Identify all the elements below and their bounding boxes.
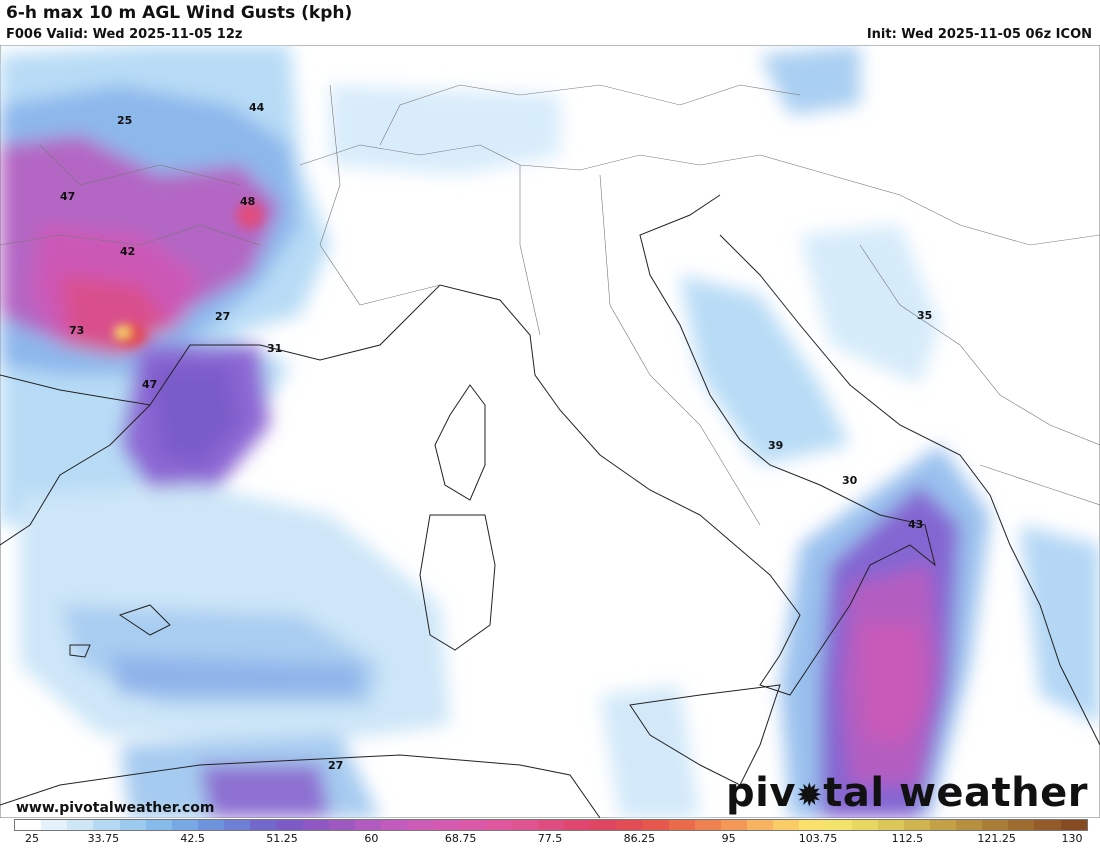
- coastlines: [0, 194, 1100, 818]
- color-swatch: [537, 820, 564, 830]
- color-swatch: [250, 820, 277, 830]
- color-scale-tick-label: 130: [1061, 832, 1083, 845]
- borders: [0, 84, 1100, 526]
- color-scale-tick-label: 121.25: [977, 832, 1016, 845]
- gust-label: 47: [142, 378, 157, 391]
- color-swatch: [720, 820, 747, 830]
- gust-label: 48: [240, 195, 255, 208]
- gear-icon: ✹: [795, 776, 824, 814]
- color-swatch: [354, 820, 381, 830]
- color-scale-tick-label: 25: [25, 832, 39, 845]
- color-swatch: [407, 820, 434, 830]
- color-swatch: [41, 820, 68, 830]
- color-swatch: [1060, 820, 1087, 830]
- site-url: www.pivotalweather.com: [16, 800, 215, 816]
- color-swatch: [1008, 820, 1035, 830]
- color-swatch: [197, 820, 225, 830]
- color-swatch: [982, 820, 1009, 830]
- gust-label: 44: [249, 101, 265, 114]
- color-swatch: [459, 820, 486, 830]
- color-swatch: [642, 820, 669, 830]
- color-scale-tick-label: 33.75: [87, 832, 120, 845]
- color-swatch: [145, 820, 172, 830]
- color-scale-ticks: 25 33.75 42.5 51.25 60 68.75 77.5 86.25 95 103.75…: [14, 832, 1086, 848]
- brand-logo: piv✹tal weather: [726, 770, 1088, 816]
- color-swatch: [616, 820, 643, 830]
- color-scale-tick-label: 103.75: [798, 832, 838, 845]
- color-swatch: [825, 820, 852, 830]
- color-swatch: [119, 820, 146, 830]
- gust-label: 31: [267, 342, 282, 355]
- color-swatch: [799, 820, 826, 830]
- gust-field: [0, 45, 1100, 818]
- color-scale-tick-label: 77.5: [537, 832, 563, 845]
- color-scale-tick-label: 112.5: [891, 832, 924, 845]
- color-swatch: [93, 820, 120, 830]
- color-swatch: [511, 820, 538, 830]
- color-scale-tick-label: 60: [364, 832, 379, 845]
- gust-label: 27: [215, 310, 230, 323]
- valid-time: F006 Valid: Wed 2025-11-05 12z: [6, 27, 243, 42]
- color-swatch: [773, 820, 800, 830]
- color-swatch: [276, 820, 303, 830]
- color-swatch: [380, 820, 408, 830]
- color-swatch: [67, 820, 94, 830]
- color-swatch: [563, 820, 591, 830]
- color-swatch: [302, 820, 329, 830]
- color-swatch: [877, 820, 904, 830]
- gust-labels: 25 44 47 48 42 73 27 31 47 35 39 30 43 2…: [60, 101, 932, 772]
- gust-label: 42: [120, 245, 135, 258]
- init-time: Init: Wed 2025-11-05 06z ICON: [866, 27, 1092, 42]
- color-swatch: [903, 820, 930, 830]
- gust-label: 30: [842, 474, 858, 487]
- wind-gust-map: 25 44 47 48 42 73 27 31 47 35 39 30 43 2…: [0, 45, 1100, 818]
- color-swatch: [668, 820, 695, 830]
- brand-logo-text-start: piv: [725, 770, 796, 816]
- color-scale-tick-label: 95: [721, 832, 736, 845]
- color-scale-tick-label: 51.25: [266, 832, 298, 845]
- gust-label: 43: [908, 518, 923, 531]
- color-swatch: [485, 820, 512, 830]
- color-swatch: [1034, 820, 1061, 830]
- color-swatch: [851, 820, 878, 830]
- color-swatch: [956, 820, 983, 830]
- color-swatch: [224, 820, 251, 830]
- color-swatch: [694, 820, 721, 830]
- gust-label: 39: [768, 439, 783, 452]
- color-swatch: [433, 820, 460, 830]
- color-swatch: [929, 820, 957, 830]
- color-scale-tick-label: 86.25: [623, 832, 656, 845]
- color-scale-bar: [14, 819, 1088, 831]
- gust-label: 73: [69, 324, 84, 337]
- color-swatch: [590, 820, 617, 830]
- color-scale-tick-label: 42.5: [180, 832, 205, 845]
- color-swatch: [15, 820, 42, 830]
- color-swatch: [746, 820, 774, 830]
- gust-label: 25: [117, 114, 132, 127]
- color-scale-tick-label: 68.75: [444, 832, 477, 845]
- color-swatch: [328, 820, 355, 830]
- gust-label: 27: [328, 759, 343, 772]
- gust-label: 35: [917, 309, 932, 322]
- color-swatch: [171, 820, 198, 830]
- brand-logo-text-end: tal weather: [823, 770, 1088, 816]
- map-title: 6-h max 10 m AGL Wind Gusts (kph): [6, 3, 353, 23]
- gust-label: 47: [60, 190, 75, 203]
